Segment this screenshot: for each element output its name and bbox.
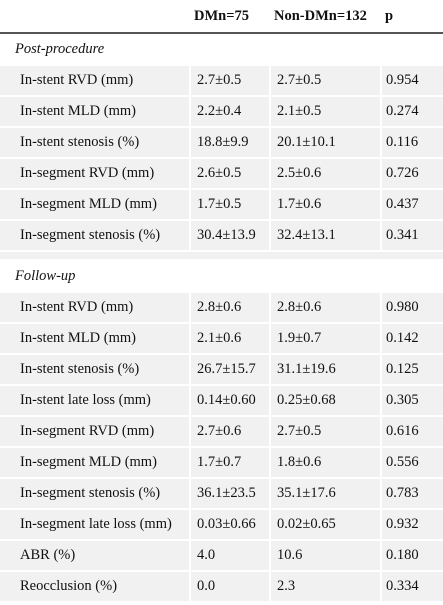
row-label: In-segment stenosis (%): [0, 478, 191, 510]
non-dm-value: 1.7±0.6: [270, 189, 382, 221]
row-label: In-segment MLD (mm): [0, 189, 191, 221]
p-value: 0.116: [381, 127, 443, 159]
header-non-dm: Non-DMn=132: [270, 0, 381, 34]
non-dm-value: 1.9±0.7: [270, 323, 382, 355]
non-dm-value: 0.25±0.68: [270, 385, 382, 417]
non-dm-value: 10.6: [270, 540, 382, 572]
row-label: In-stent late loss (mm): [0, 385, 191, 417]
p-value: 0.142: [381, 323, 443, 355]
non-dm-value: 2.7±0.5: [270, 65, 382, 97]
row-label: Reocclusion (%): [0, 571, 191, 603]
table-row: In-stent RVD (mm) 2.7±0.5 2.7±0.5 0.954: [0, 65, 443, 97]
table-row: In-segment MLD (mm) 1.7±0.5 1.7±0.6 0.437: [0, 189, 443, 221]
row-label: In-stent stenosis (%): [0, 354, 191, 386]
row-label: In-stent RVD (mm): [0, 292, 191, 324]
row-label: In-stent MLD (mm): [0, 96, 191, 128]
table-row: In-stent stenosis (%) 18.8±9.9 20.1±10.1 0.…: [0, 127, 443, 159]
p-value: 0.180: [381, 540, 443, 572]
row-label: In-segment RVD (mm): [0, 158, 191, 190]
non-dm-value: 35.1±17.6: [270, 478, 382, 510]
p-value: 0.954: [381, 65, 443, 97]
section-title: Follow-up: [0, 260, 443, 293]
section-header-follow-up: Follow-up: [0, 260, 443, 293]
p-value: 0.726: [381, 158, 443, 190]
table-row: In-stent MLD (mm) 2.1±0.6 1.9±0.7 0.142: [0, 323, 443, 355]
dm-value: 2.8±0.6: [190, 292, 271, 324]
non-dm-value: 2.1±0.5: [270, 96, 382, 128]
dm-value: 2.1±0.6: [190, 323, 271, 355]
dm-value: 1.7±0.5: [190, 189, 271, 221]
section-title: Post-procedure: [0, 33, 443, 66]
dm-value: 36.1±23.5: [190, 478, 271, 510]
table-row: In-segment RVD (mm) 2.7±0.6 2.7±0.5 0.616: [0, 416, 443, 448]
table-body: Post-procedure In-stent RVD (mm) 2.7±0.5 2…: [0, 33, 443, 603]
spacer-cell: [0, 251, 443, 261]
header-row: DMn=75 Non-DMn=132 p: [0, 0, 443, 34]
p-value: 0.437: [381, 189, 443, 221]
p-value: 0.932: [381, 509, 443, 541]
non-dm-value: 1.8±0.6: [270, 447, 382, 479]
dm-value: 26.7±15.7: [190, 354, 271, 386]
table-row: In-segment stenosis (%) 30.4±13.9 32.4±13.…: [0, 220, 443, 252]
header-p: p: [381, 0, 443, 34]
row-label: In-segment RVD (mm): [0, 416, 191, 448]
non-dm-value: 31.1±19.6: [270, 354, 382, 386]
non-dm-value: 2.3: [270, 571, 382, 603]
dm-value: 2.7±0.6: [190, 416, 271, 448]
table-row: In-segment MLD (mm) 1.7±0.7 1.8±0.6 0.556: [0, 447, 443, 479]
row-label: In-stent MLD (mm): [0, 323, 191, 355]
table-row: In-stent MLD (mm) 2.2±0.4 2.1±0.5 0.274: [0, 96, 443, 128]
row-label: In-segment stenosis (%): [0, 220, 191, 252]
row-label: In-stent RVD (mm): [0, 65, 191, 97]
non-dm-value: 2.7±0.5: [270, 416, 382, 448]
non-dm-value: 0.02±0.65: [270, 509, 382, 541]
header-dm: DMn=75: [190, 0, 270, 34]
non-dm-value: 20.1±10.1: [270, 127, 382, 159]
dm-value: 0.14±0.60: [190, 385, 271, 417]
p-value: 0.783: [381, 478, 443, 510]
p-value: 0.305: [381, 385, 443, 417]
table-row: In-stent late loss (mm) 0.14±0.60 0.25±0.6…: [0, 385, 443, 417]
table-row: Reocclusion (%) 0.0 2.3 0.334: [0, 571, 443, 603]
dm-value: 4.0: [190, 540, 271, 572]
row-label: In-stent stenosis (%): [0, 127, 191, 159]
dm-value: 2.2±0.4: [190, 96, 271, 128]
non-dm-value: 2.5±0.6: [270, 158, 382, 190]
dm-value: 30.4±13.9: [190, 220, 271, 252]
row-label: In-segment late loss (mm): [0, 509, 191, 541]
non-dm-value: 32.4±13.1: [270, 220, 382, 252]
row-label: In-segment MLD (mm): [0, 447, 191, 479]
table-row: In-segment late loss (mm) 0.03±0.66 0.02±0…: [0, 509, 443, 541]
row-label: ABR (%): [0, 540, 191, 572]
table-row: In-segment RVD (mm) 2.6±0.5 2.5±0.6 0.726: [0, 158, 443, 190]
table-row: In-stent RVD (mm) 2.8±0.6 2.8±0.6 0.980: [0, 292, 443, 324]
p-value: 0.616: [381, 416, 443, 448]
non-dm-value: 2.8±0.6: [270, 292, 382, 324]
dm-value: 2.6±0.5: [190, 158, 271, 190]
dm-value: 18.8±9.9: [190, 127, 271, 159]
table-row: ABR (%) 4.0 10.6 0.180: [0, 540, 443, 572]
dm-value: 0.0: [190, 571, 271, 603]
header-empty-cell: [0, 0, 190, 34]
table-row: In-segment stenosis (%) 36.1±23.5 35.1±17.…: [0, 478, 443, 510]
section-header-post-procedure: Post-procedure: [0, 33, 443, 66]
p-value: 0.980: [381, 292, 443, 324]
p-value: 0.556: [381, 447, 443, 479]
dm-value: 1.7±0.7: [190, 447, 271, 479]
dm-value: 0.03±0.66: [190, 509, 271, 541]
section-spacer: [0, 251, 443, 261]
table-row: In-stent stenosis (%) 26.7±15.7 31.1±19.6 0…: [0, 354, 443, 386]
dm-value: 2.7±0.5: [190, 65, 271, 97]
p-value: 0.125: [381, 354, 443, 386]
p-value: 0.334: [381, 571, 443, 603]
p-value: 0.274: [381, 96, 443, 128]
p-value: 0.341: [381, 220, 443, 252]
